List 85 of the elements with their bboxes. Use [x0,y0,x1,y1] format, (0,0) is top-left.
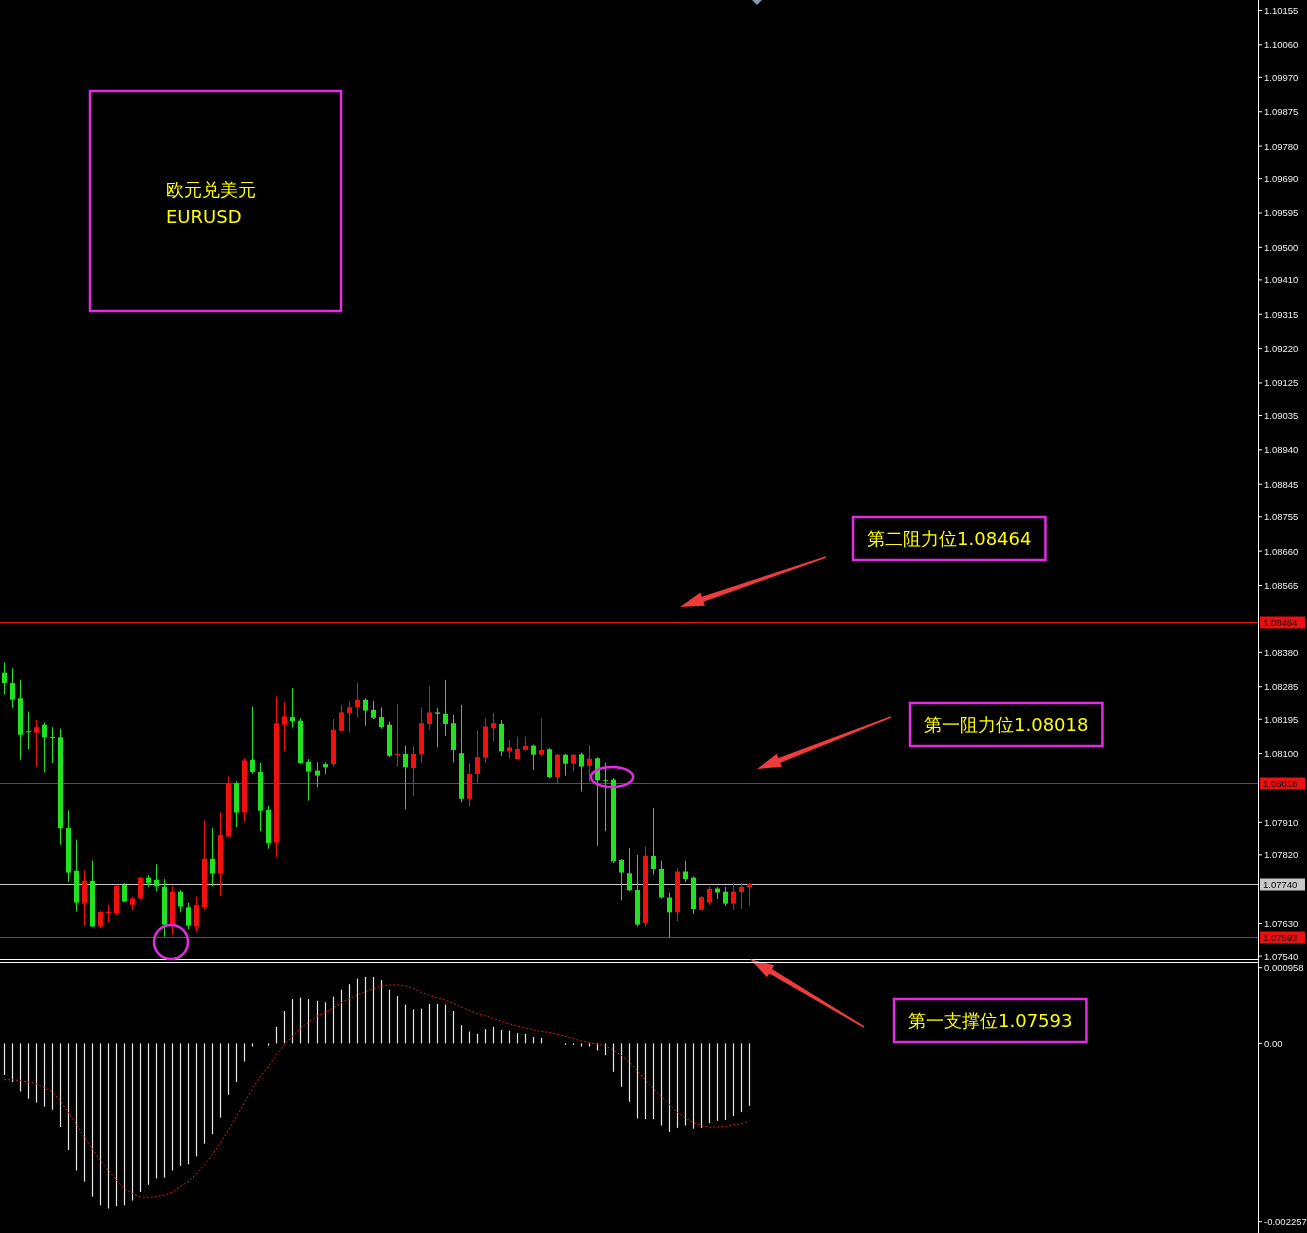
y-tick-label: 1.09315 [1264,308,1299,320]
y-tick-label: 1.09780 [1264,140,1299,152]
candlestick [683,860,688,883]
y-tick-label: 1.09035 [1264,409,1299,421]
y-tick-label: 1.08660 [1264,545,1299,557]
candlestick [619,858,624,901]
candlestick [731,882,736,911]
candlestick [186,902,191,930]
ref-line-label: 1.08018 [1263,778,1298,789]
candlestick [603,762,608,832]
candlestick [306,758,311,802]
y-tick-label: 1.07910 [1264,816,1299,828]
candlestick [379,706,384,730]
y-tick-label: 1.08380 [1264,646,1299,658]
candlestick [138,876,143,901]
annotation: 第一支撑位1.07593 [908,1010,1073,1031]
y-tick-label: 1.10060 [1264,39,1299,51]
y-tick-label: 1.07820 [1264,849,1299,861]
y-tick-label: 1.07540 [1264,950,1299,962]
candlestick [587,744,592,782]
candlestick [82,869,87,927]
candlestick [194,895,199,933]
candlestick [50,726,55,764]
ref-line-label: 1.07593 [1263,932,1298,943]
text: EURUSD [166,206,242,227]
y-tick-label: 1.08845 [1264,478,1299,490]
y-tick-label: 1.08755 [1264,511,1299,523]
candlestick [347,701,352,734]
candlestick [282,701,287,752]
candlestick [507,739,512,759]
ref-line-label: 1.08464 [1263,617,1298,628]
candlestick [563,753,568,777]
y-tick-label: 1.08940 [1264,444,1299,456]
candlestick [435,707,440,748]
candlestick [443,679,448,737]
candlestick [739,882,744,910]
y-tick-label: 1.08195 [1264,713,1299,725]
candlestick [42,722,47,773]
candlestick [491,712,496,742]
y-tick-label: 0.00 [1264,1037,1283,1049]
candlestick [178,889,183,913]
candlestick [539,717,544,757]
annotation: 第二阻力位1.08464 [867,528,1032,549]
candlestick [531,744,536,771]
y-tick-label: 1.09595 [1264,207,1299,219]
candlestick [403,745,408,810]
candlestick [667,891,672,938]
candlestick [250,706,255,775]
y-tick-label: 1.09220 [1264,343,1299,355]
candlestick [315,761,320,788]
candlestick [627,847,632,892]
y-tick-label: 1.09970 [1264,71,1299,83]
candlestick [34,719,39,768]
candlestick [10,667,15,709]
y-tick-label: 1.07630 [1264,918,1299,930]
candlestick [515,736,520,761]
annotation: 第一阻力位1.08018 [924,714,1089,735]
candlestick [210,827,215,887]
candlestick [371,700,376,720]
y-tick-label: 1.10155 [1264,4,1299,16]
candlestick [26,711,31,750]
candlestick [651,807,656,876]
y-tick-label: 1.09500 [1264,241,1299,253]
candlestick [290,687,295,729]
candlestick [579,752,584,793]
y-tick-label: 1.09875 [1264,106,1299,118]
candlestick [395,703,400,768]
y-tick-label: 1.09690 [1264,173,1299,185]
candlestick [427,685,432,731]
ref-line-label: 1.07740 [1263,879,1298,890]
y-tick-label: 1.09410 [1264,274,1299,286]
candlestick [723,886,728,907]
line-series [3,984,750,1198]
y-tick-label: -0.002257 [1264,1216,1307,1228]
y-tick-label: 1.08100 [1264,748,1299,760]
y-tick-label: 1.08565 [1264,579,1299,591]
candlestick [339,704,344,733]
y-tick-label: 0.000958 [1264,962,1304,974]
candlestick [355,682,360,718]
y-tick-label: 1.08285 [1264,681,1299,693]
candlestick [363,697,368,727]
y-tick-label: 1.09125 [1264,377,1299,389]
candlestick [154,863,159,892]
candlestick [2,661,7,696]
text: 欧元兑美元 [166,179,256,200]
